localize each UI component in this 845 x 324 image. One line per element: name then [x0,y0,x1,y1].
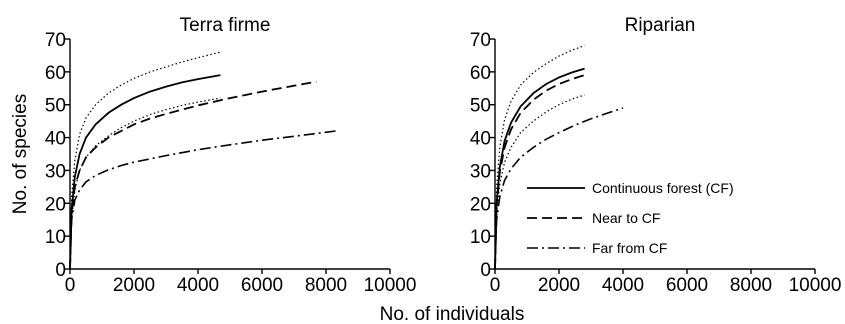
x-tick-label: 8000 [730,275,772,296]
x-tick-label: 0 [65,275,76,296]
series-line-dotted [69,51,221,270]
series-line-dashed [69,80,317,270]
y-tick-label: 30 [45,161,66,182]
y-tick-label: 40 [45,129,66,150]
series-line-solid [494,67,585,270]
terra-firme-axes: 0 10 20 30 40 50 60 70 0 2000 4000 6000 8000 10000 [45,30,417,296]
legend-label: Far from CF [592,240,667,256]
riparian-plot [494,45,624,270]
y-tick-label: 60 [470,63,491,84]
x-tick-label: 10000 [789,275,842,296]
riparian-title: Riparian [625,15,696,36]
terra-firme-panel: Terra firme No. of species 0 10 20 30 40 50 60… [10,15,416,296]
y-tick-label: 70 [470,30,491,51]
riparian-axes: 0 10 20 30 40 50 60 70 0 2000 4000 6000 8000 10000 [470,30,842,296]
x-tick-label: 10000 [364,275,417,296]
y-tick-label: 10 [470,227,491,248]
x-tick-label: 6000 [666,275,708,296]
x-tick-label: 2000 [113,275,155,296]
y-tick-label: 50 [470,96,491,117]
y-tick-label: 0 [55,260,66,281]
terra-firme-plot [69,51,336,270]
y-tick-label: 50 [45,96,66,117]
x-tick-label: 2000 [538,275,580,296]
series-line-dashed [494,74,585,270]
terra-firme-title: Terra firme [180,15,271,36]
series-line-dotted [494,45,585,270]
y-tick-label: 0 [480,260,491,281]
riparian-panel: Riparian 0 10 20 30 40 50 60 70 0 2000 4000 6000 800… [470,15,842,296]
y-tick-label: 40 [470,129,491,150]
y-tick-label: 20 [470,194,491,215]
legend-label: Near to CF [592,210,660,226]
y-tick-label: 30 [470,161,491,182]
x-tick-label: 8000 [305,275,347,296]
x-tick-label: 6000 [241,275,283,296]
legend-label: Continuous forest (CF) [592,180,734,196]
x-tick-label: 0 [490,275,501,296]
series-line-dashdot [494,107,624,270]
x-axis-label: No. of individuals [380,304,525,324]
y-tick-label: 70 [45,30,66,51]
y-tick-label: 20 [45,194,66,215]
y-tick-label: 60 [45,63,66,84]
x-tick-label: 4000 [177,275,219,296]
y-axis-label: No. of species [10,94,31,214]
series-line-solid [69,74,221,270]
series-line-dotted [494,94,585,270]
x-tick-label: 4000 [602,275,644,296]
legend: Continuous forest (CF) Near to CF Far from… [527,180,734,256]
series-line-dotted [69,97,221,270]
y-tick-label: 10 [45,227,66,248]
series-line-dashdot [69,130,336,270]
